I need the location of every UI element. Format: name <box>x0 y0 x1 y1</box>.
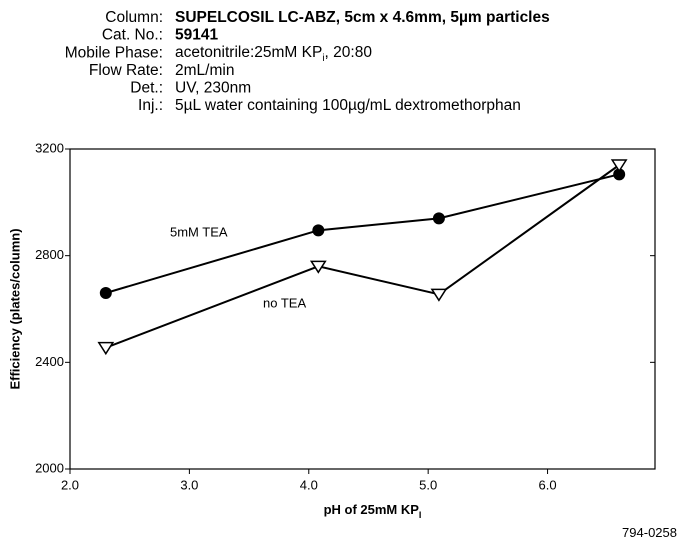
header-label: Mobile Phase: <box>65 44 163 61</box>
y-tick-label: 2800 <box>35 247 64 262</box>
series-line <box>105 164 620 349</box>
header-value: SUPELCOSIL LC-ABZ, 5cm x 4.6mm, 5µm part… <box>175 9 550 26</box>
x-axis-label-sub: I <box>419 510 422 520</box>
marker <box>97 341 115 356</box>
x-tick-label: 3.0 <box>180 477 198 492</box>
header-value-text: 59141 <box>175 27 218 44</box>
header-value-text: SUPELCOSIL LC-ABZ, 5cm x 4.6mm, 5µm part… <box>175 9 550 26</box>
y-tick-label: 2400 <box>35 354 64 369</box>
header-label: Det.: <box>130 79 163 96</box>
header-value-text: UV, 230nm <box>175 79 251 96</box>
series-label: no TEA <box>263 295 306 310</box>
marker <box>99 287 112 299</box>
plot-frame <box>69 148 656 470</box>
y-tick-label: 2000 <box>35 460 64 475</box>
marker <box>613 168 626 181</box>
marker <box>432 212 445 225</box>
header-value: UV, 230nm <box>175 79 251 96</box>
header-value-text: acetonitrile:25mM KP <box>175 44 322 61</box>
y-axis-label: Efficiency (plates/column) <box>7 228 22 389</box>
marker <box>610 159 628 173</box>
footnote: 794-0258 <box>622 525 677 540</box>
marker <box>312 224 325 237</box>
header-label: Inj.: <box>138 97 163 114</box>
header-value: 5µL water containing 100µg/mL dextrometh… <box>175 97 521 114</box>
x-axis-label-text: pH of 25mM KP <box>324 502 420 517</box>
x-axis-label: pH of 25mM KPI <box>324 502 422 520</box>
header-label: Flow Rate: <box>89 62 163 79</box>
x-tick-label: 6.0 <box>539 477 557 492</box>
series-label: 5mM TEA <box>170 224 228 239</box>
series-line <box>105 173 620 294</box>
header-value: 59141 <box>175 27 218 44</box>
x-tick-label: 5.0 <box>419 477 437 492</box>
x-tick-label: 4.0 <box>300 477 318 492</box>
header-label: Column: <box>105 9 163 26</box>
x-tick-label: 2.0 <box>61 477 79 492</box>
header-value-text: 5µL water containing 100µg/mL dextrometh… <box>175 97 521 114</box>
marker <box>309 260 327 274</box>
header-subscript: i <box>322 53 324 64</box>
marker <box>430 288 448 302</box>
header-value: 2mL/min <box>175 62 234 79</box>
header-label: Cat. No.: <box>102 27 163 44</box>
header-value: acetonitrile:25mM KPi, 20:80 <box>175 44 372 64</box>
y-tick-label: 3200 <box>35 140 64 155</box>
header-tail: , 20:80 <box>325 44 373 61</box>
header-value-text: 2mL/min <box>175 62 234 79</box>
